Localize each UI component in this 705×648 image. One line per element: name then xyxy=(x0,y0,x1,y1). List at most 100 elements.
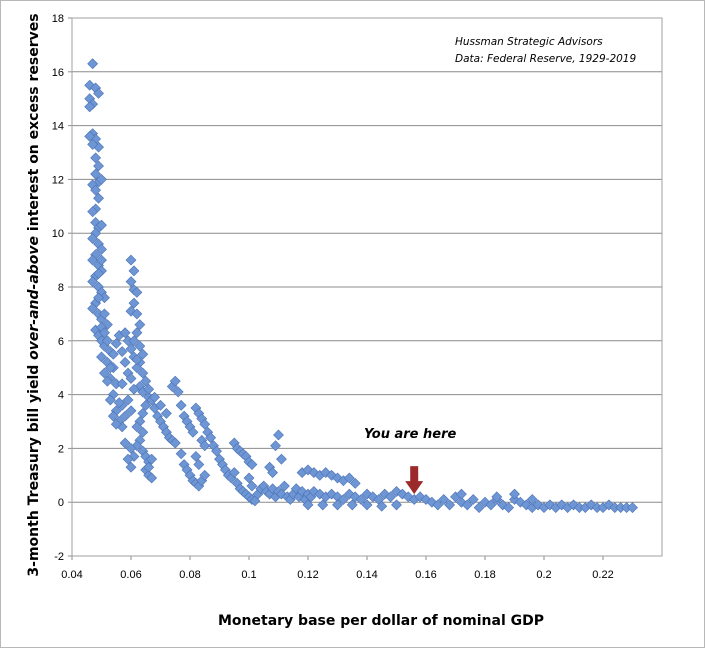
data-point xyxy=(101,335,113,347)
data-point xyxy=(273,429,284,441)
data-point xyxy=(116,378,128,390)
y-tick-label: 4 xyxy=(58,390,64,402)
data-point xyxy=(627,502,638,514)
data-point xyxy=(131,362,143,374)
data-point xyxy=(391,499,402,511)
data-point xyxy=(131,421,143,433)
data-point xyxy=(137,408,149,419)
data-point xyxy=(169,375,181,387)
data-point xyxy=(125,254,137,266)
data-point xyxy=(134,319,146,331)
data-point xyxy=(104,394,116,406)
data-point xyxy=(332,499,343,511)
x-tick-label: 0.1 xyxy=(241,569,256,581)
data-point xyxy=(96,254,107,266)
data-point xyxy=(346,499,358,511)
data-point xyxy=(137,426,149,438)
data-point xyxy=(87,206,99,218)
data-point xyxy=(485,499,497,511)
data-point xyxy=(302,499,314,511)
data-point xyxy=(99,327,110,339)
data-point xyxy=(125,276,137,288)
data-point xyxy=(169,437,181,449)
data-point xyxy=(160,408,172,419)
data-point xyxy=(175,448,187,460)
data-point xyxy=(119,437,131,449)
data-point xyxy=(526,494,538,505)
x-tick-label: 0.2 xyxy=(536,569,551,581)
data-point xyxy=(137,348,149,360)
x-tick-labels: 0.04 0.06 0.08 0.1 0.12 0.14 0.16 0.18 0.2 0.22 xyxy=(61,569,613,581)
data-point xyxy=(131,286,143,298)
annotation-arrow xyxy=(405,466,424,495)
data-point xyxy=(116,346,128,357)
source-line-2: Data: Federal Reserve, 1929-2019 xyxy=(455,53,636,65)
data-point xyxy=(87,276,99,288)
arrow-head xyxy=(405,481,424,495)
data-point xyxy=(199,418,211,430)
data-point xyxy=(343,472,355,484)
data-point xyxy=(93,160,104,172)
y-axis-title: 3-month Treasury bill yield over-and-abo… xyxy=(26,13,42,576)
data-point xyxy=(467,494,479,505)
data-point xyxy=(119,410,131,422)
data-point xyxy=(228,467,240,479)
data-point xyxy=(276,453,287,465)
data-point xyxy=(119,356,131,368)
y-tick-label: 14 xyxy=(52,121,64,133)
data-point xyxy=(125,405,137,417)
data-point xyxy=(376,500,388,512)
data-point xyxy=(131,327,143,339)
data-point xyxy=(107,410,119,422)
data-point xyxy=(107,348,119,360)
data-point xyxy=(125,373,137,384)
data-point xyxy=(128,265,140,277)
data-point xyxy=(128,335,140,347)
data-point xyxy=(93,87,104,99)
y-tick-label: 10 xyxy=(52,228,64,240)
data-point xyxy=(503,502,515,514)
data-point xyxy=(125,343,137,355)
data-point xyxy=(96,243,107,255)
data-point xyxy=(385,491,397,503)
data-point xyxy=(140,399,152,411)
y-tick-label: 6 xyxy=(58,336,64,348)
data-point xyxy=(93,292,104,304)
data-point xyxy=(193,459,205,470)
data-point xyxy=(349,477,361,489)
data-point xyxy=(190,451,202,462)
data-points xyxy=(84,58,638,514)
data-point xyxy=(317,499,329,511)
source-line-1: Hussman Strategic Advisors xyxy=(455,36,603,48)
data-point xyxy=(473,502,485,514)
data-point xyxy=(155,399,166,411)
data-point xyxy=(113,397,125,409)
data-point xyxy=(131,354,143,366)
data-point xyxy=(175,399,187,411)
y-tick-label: 18 xyxy=(52,13,64,25)
data-point xyxy=(211,445,222,457)
x-tick-label: 0.16 xyxy=(415,569,436,581)
data-point xyxy=(125,461,137,473)
x-tick-label: 0.04 xyxy=(61,569,82,581)
data-point xyxy=(146,453,158,465)
data-point xyxy=(205,432,217,444)
plot-area xyxy=(71,17,663,557)
data-point xyxy=(137,367,149,379)
data-point xyxy=(134,340,146,352)
data-point xyxy=(146,472,158,484)
x-tick-label: 0.14 xyxy=(356,569,377,581)
data-point xyxy=(361,499,373,511)
data-point xyxy=(172,386,184,398)
data-point xyxy=(149,391,161,403)
arrow-shaft xyxy=(410,466,419,483)
y-axis-title-part-1: 3-month Treasury bill yield xyxy=(26,360,42,577)
x-tick-label: 0.22 xyxy=(592,569,613,581)
data-point xyxy=(278,480,290,492)
data-point xyxy=(337,494,349,505)
data-point xyxy=(90,152,102,164)
y-axis-title-part-2: over-and-above xyxy=(26,236,42,360)
x-axis-title: Monetary base per dollar of nominal GDP xyxy=(218,613,544,629)
data-point xyxy=(438,494,450,505)
